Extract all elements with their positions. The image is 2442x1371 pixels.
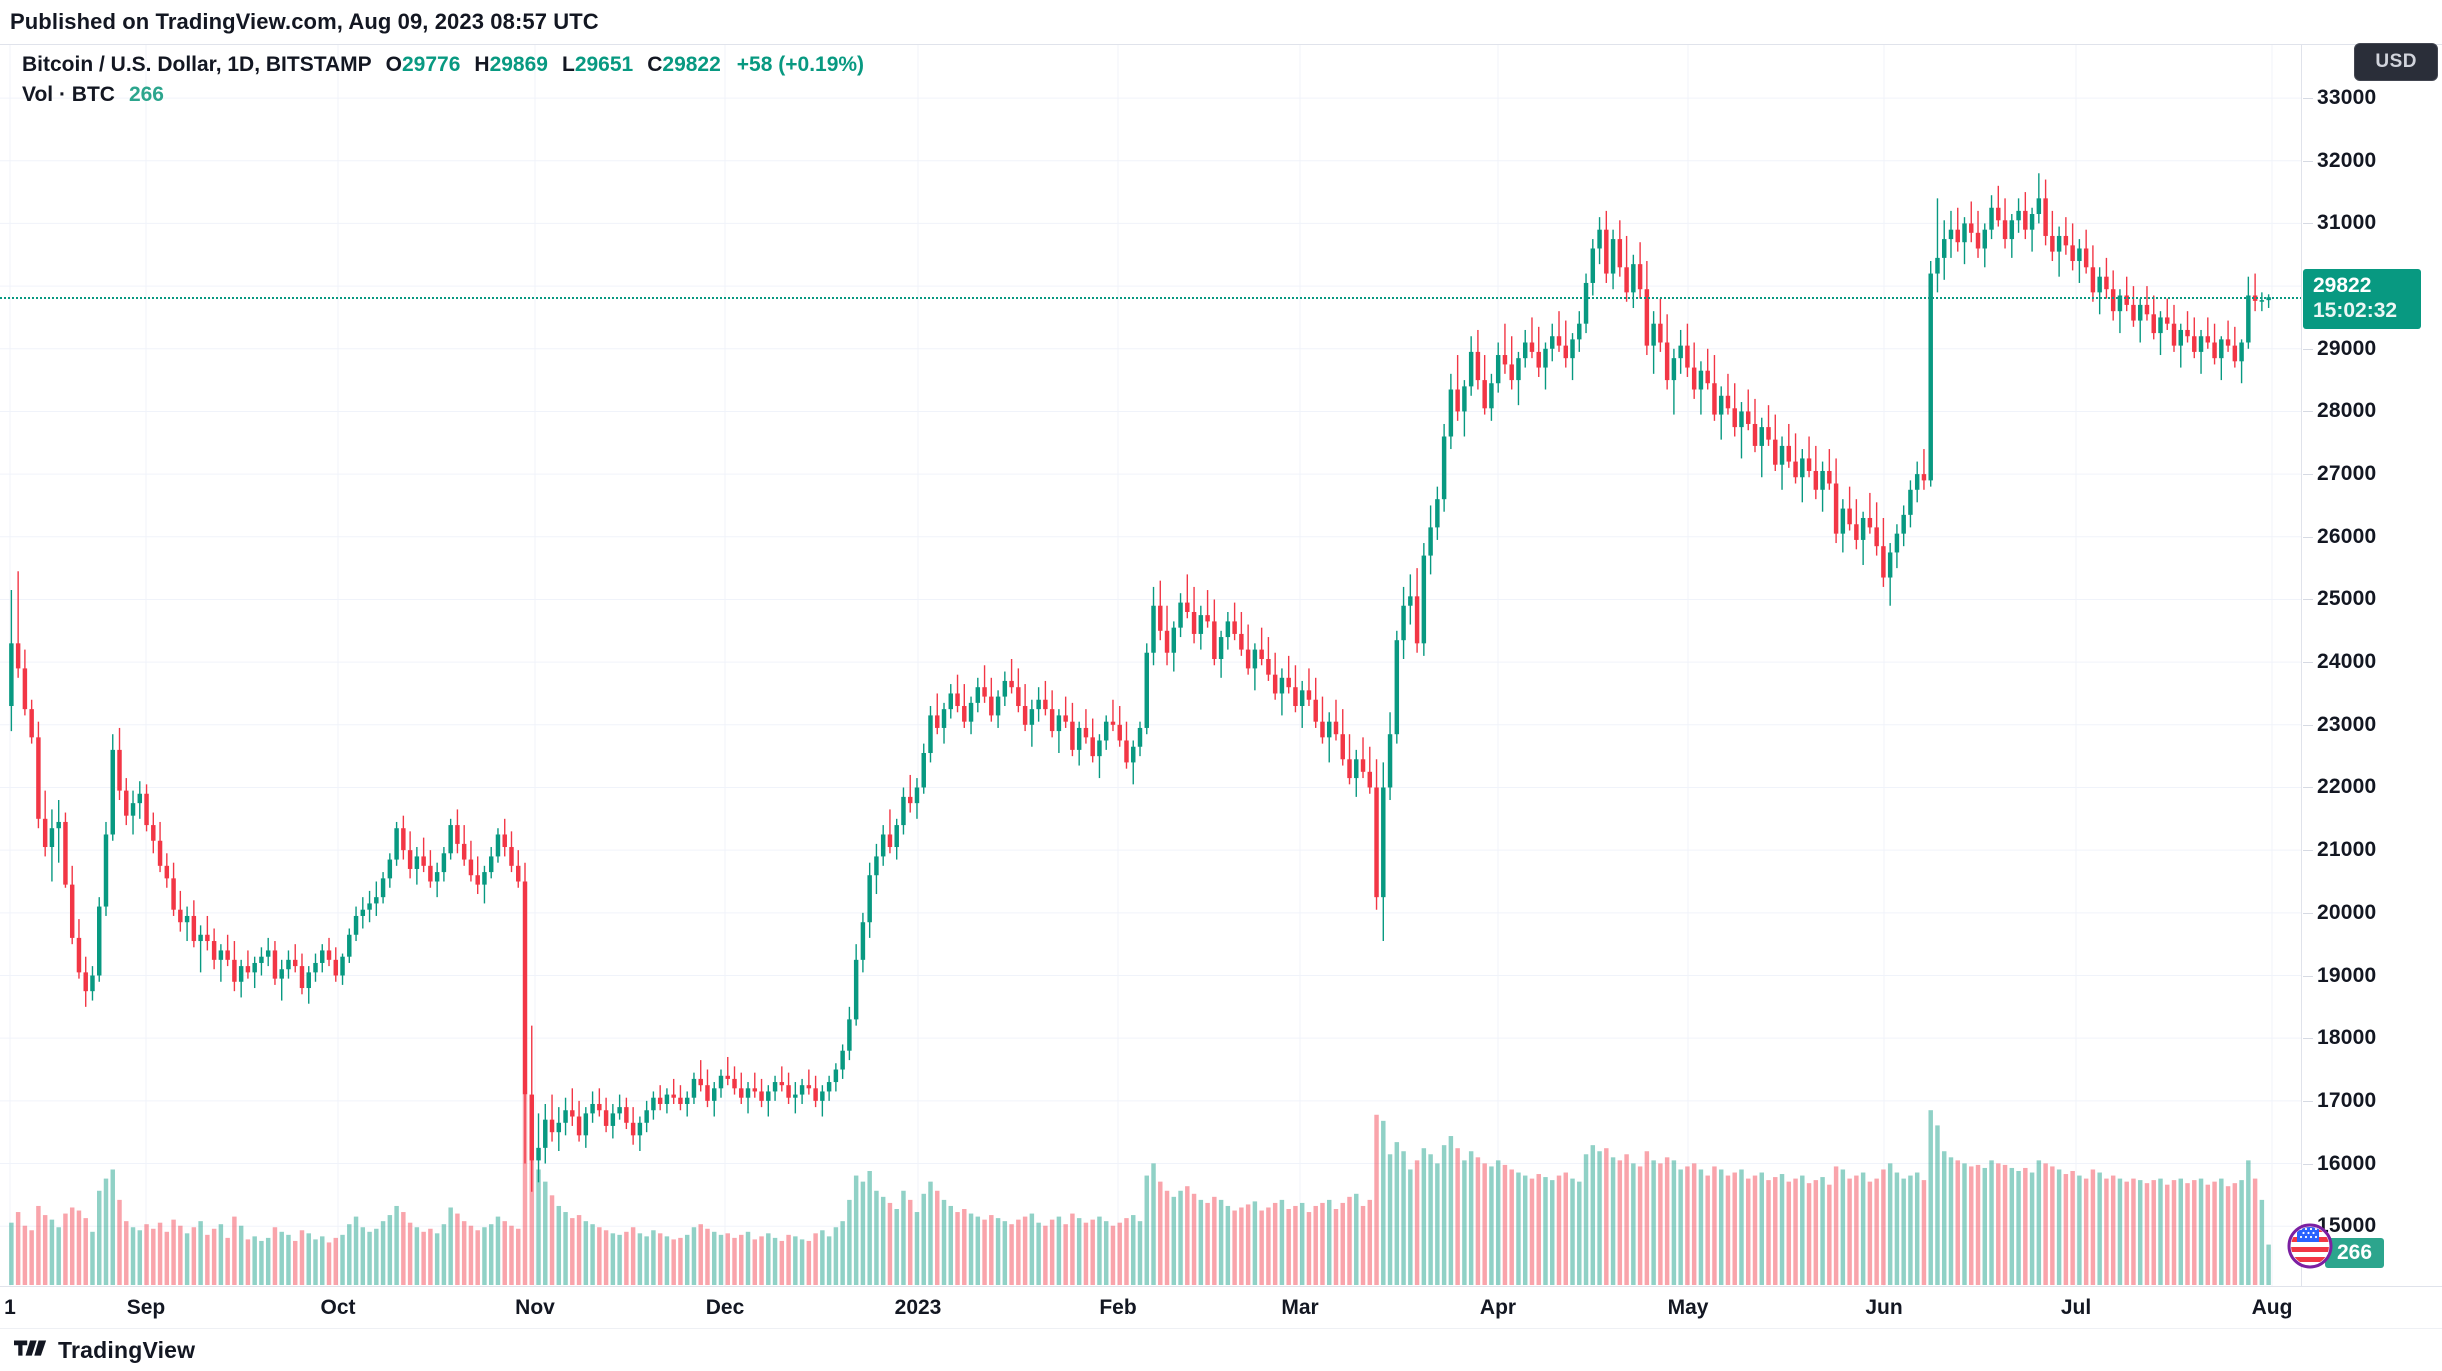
price-tick-label: 26000 [2317, 524, 2377, 548]
current-time-value: 15:02:32 [2313, 299, 2398, 323]
time-tick-label: Oct [320, 1296, 356, 1319]
price-tick-dash [2303, 348, 2313, 350]
price-tick-dash [2303, 411, 2313, 413]
price-tick-label: 29000 [2317, 336, 2377, 360]
price-tick-dash [2303, 599, 2313, 601]
price-tick-dash [2303, 98, 2313, 100]
current-price-tag[interactable]: 29822 15:02:32 [2303, 269, 2421, 330]
currency-badge[interactable]: USD [2354, 43, 2438, 81]
price-tick-dash [2303, 975, 2313, 977]
price-tick-label: 33000 [2317, 86, 2377, 110]
time-tick-label: May [1667, 1296, 1709, 1319]
price-tick-dash [2303, 474, 2313, 476]
time-tick-label: Sep [126, 1296, 166, 1319]
time-tick-label: 1 [4, 1296, 16, 1319]
price-tick-label: 23000 [2317, 712, 2377, 736]
price-tick-label: 25000 [2317, 587, 2377, 611]
price-tick-label: 20000 [2317, 900, 2377, 924]
time-tick-label: Nov [515, 1296, 555, 1319]
price-tick-label: 15000 [2317, 1214, 2377, 1238]
price-tick-dash [2303, 787, 2313, 789]
time-tick-label: Aug [2251, 1296, 2293, 1319]
published-text: Published on TradingView.com, Aug 09, 20… [10, 9, 599, 34]
current-price-value: 29822 [2313, 274, 2372, 298]
price-tick-label: 19000 [2317, 963, 2377, 987]
price-tick-label: 21000 [2317, 838, 2377, 862]
volume-badge[interactable]: 266 [2325, 1238, 2385, 1268]
published-bar: Published on TradingView.com, Aug 09, 20… [0, 0, 2442, 44]
time-tick-label: 2023 [894, 1296, 942, 1319]
price-tick-label: 22000 [2317, 775, 2377, 799]
price-tick-dash [2303, 850, 2313, 852]
price-tick-dash [2303, 912, 2313, 914]
price-tick-label: 32000 [2317, 148, 2377, 172]
candlestick-svg [0, 45, 2301, 1287]
time-tick-label: Mar [1281, 1296, 1319, 1319]
price-tick-dash [2303, 1163, 2313, 1165]
price-tick-label: 27000 [2317, 462, 2377, 486]
price-tick-dash [2303, 536, 2313, 538]
price-tick-dash [2303, 223, 2313, 225]
tradingview-brand: TradingView [58, 1336, 196, 1363]
time-tick-label: Jul [2060, 1296, 2092, 1319]
chart-plot-area[interactable] [0, 45, 2302, 1287]
price-tick-dash [2303, 724, 2313, 726]
us-flag-icon [2287, 1223, 2333, 1269]
price-tick-dash [2303, 1100, 2313, 1102]
tradingview-logo-icon [14, 1339, 48, 1361]
time-tick-label: Dec [705, 1296, 745, 1319]
time-axis[interactable]: 1 Sep Oct Nov Dec 2023 Feb Mar Apr May Jun Jul Aug [0, 1286, 2442, 1328]
price-tick-label: 28000 [2317, 399, 2377, 423]
time-tick-label: Jun [1865, 1296, 1903, 1319]
price-tick-dash [2303, 1038, 2313, 1040]
time-tick-label: Apr [1479, 1296, 1517, 1319]
time-tick-label: Feb [1099, 1296, 1137, 1319]
price-axis[interactable]: USD 330003200031000300002900028000270002… [2287, 43, 2442, 1287]
price-tick-label: 24000 [2317, 650, 2377, 674]
chart-frame: Bitcoin / U.S. Dollar, 1D, BITSTAMP O297… [0, 43, 2442, 1287]
price-tick-dash [2303, 160, 2313, 162]
price-tick-label: 31000 [2317, 211, 2377, 235]
price-tick-label: 16000 [2317, 1151, 2377, 1175]
price-tick-dash [2303, 662, 2313, 664]
footer-bar: TradingView [0, 1328, 2442, 1371]
current-price-line [0, 297, 2301, 300]
price-tick-label: 17000 [2317, 1088, 2377, 1112]
price-tick-label: 18000 [2317, 1026, 2377, 1050]
